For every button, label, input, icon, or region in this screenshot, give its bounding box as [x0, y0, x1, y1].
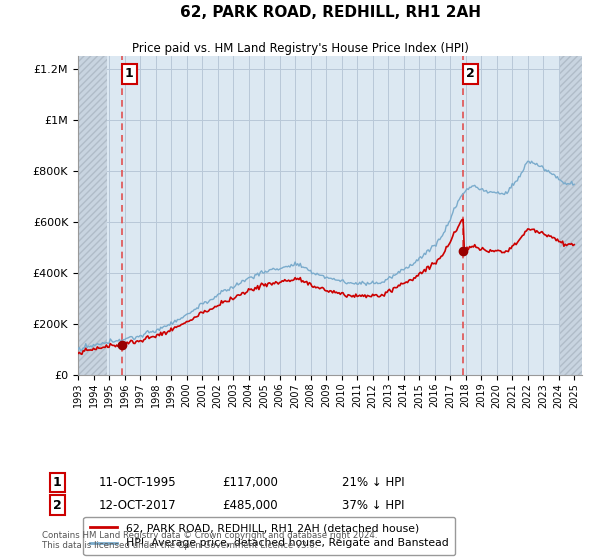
Text: 2: 2: [53, 498, 61, 512]
Text: Price paid vs. HM Land Registry's House Price Index (HPI): Price paid vs. HM Land Registry's House …: [131, 42, 469, 55]
Text: Contains HM Land Registry data © Crown copyright and database right 2024.
This d: Contains HM Land Registry data © Crown c…: [42, 531, 377, 550]
Text: 2: 2: [466, 67, 475, 81]
Text: 12-OCT-2017: 12-OCT-2017: [99, 498, 176, 512]
Bar: [560, 56, 582, 375]
Text: £117,000: £117,000: [222, 476, 278, 489]
Text: 11-OCT-1995: 11-OCT-1995: [99, 476, 176, 489]
Text: 1: 1: [125, 67, 134, 81]
Text: 21% ↓ HPI: 21% ↓ HPI: [342, 476, 404, 489]
Bar: [78, 56, 107, 375]
Text: 1: 1: [53, 476, 61, 489]
Title: 62, PARK ROAD, REDHILL, RH1 2AH: 62, PARK ROAD, REDHILL, RH1 2AH: [179, 5, 481, 20]
Text: 37% ↓ HPI: 37% ↓ HPI: [342, 498, 404, 512]
Text: £485,000: £485,000: [222, 498, 278, 512]
Legend: 62, PARK ROAD, REDHILL, RH1 2AH (detached house), HPI: Average price, detached h: 62, PARK ROAD, REDHILL, RH1 2AH (detache…: [83, 516, 455, 555]
